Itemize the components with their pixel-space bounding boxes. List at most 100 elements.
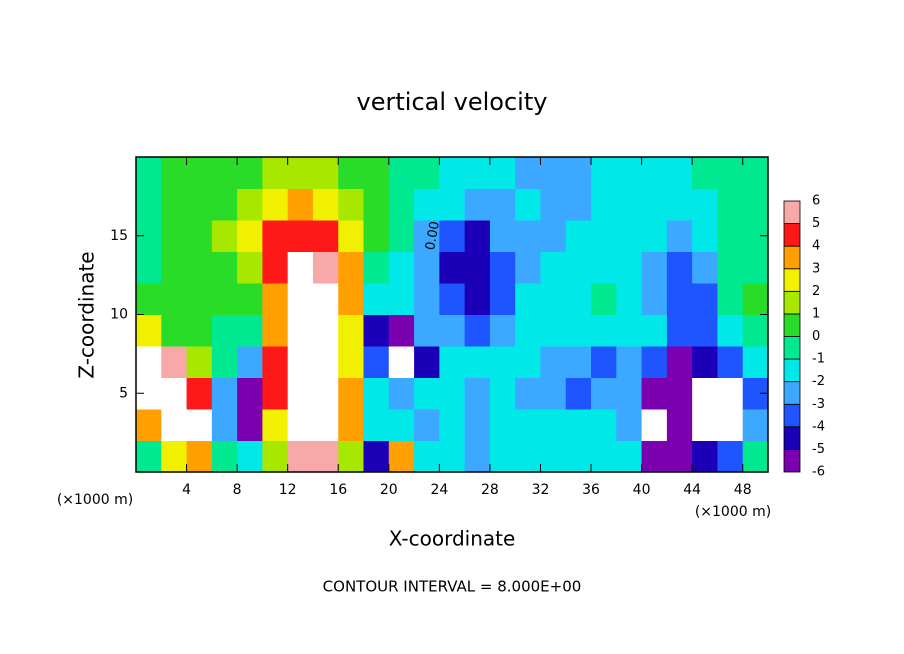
heat-cell	[388, 188, 415, 221]
heat-cell	[616, 409, 643, 441]
heat-cell	[186, 157, 213, 189]
heat-cell	[363, 440, 390, 473]
heat-cell	[211, 314, 238, 347]
heat-cell	[616, 157, 643, 189]
heat-cell	[363, 314, 390, 347]
heat-cell	[591, 440, 617, 473]
heat-cell	[439, 346, 466, 378]
heat-cell	[363, 157, 390, 189]
heat-cell	[515, 157, 541, 189]
heat-cell	[666, 251, 693, 284]
heat-cell	[414, 283, 440, 315]
heat-cell	[338, 283, 365, 315]
heat-cell	[717, 377, 744, 410]
heat-cell	[717, 314, 744, 347]
heat-cell	[186, 346, 213, 378]
heat-cell	[262, 440, 289, 473]
heat-cell	[186, 409, 213, 441]
heat-cell	[742, 283, 769, 315]
heat-cell	[616, 220, 643, 252]
heat-cell	[489, 409, 516, 441]
heat-cell	[464, 157, 491, 189]
heat-cell	[616, 314, 643, 347]
heat-cell	[211, 157, 238, 189]
heat-cell	[262, 220, 289, 252]
heat-cell	[692, 314, 718, 347]
heat-cell	[312, 409, 339, 441]
heat-cell	[464, 346, 491, 378]
heat-cell	[565, 409, 592, 441]
heat-cell	[287, 346, 314, 378]
heat-cell	[540, 346, 567, 378]
heat-cell	[287, 409, 314, 441]
x-tick-label: 32	[532, 482, 550, 498]
heat-cell	[515, 409, 541, 441]
x-tick-label: 24	[430, 482, 448, 498]
heat-cell	[540, 440, 567, 473]
heat-cell	[717, 409, 744, 441]
heat-cell	[211, 440, 238, 473]
colorbar-label: 0	[812, 329, 820, 344]
heat-cell	[363, 251, 390, 284]
heat-cell	[565, 314, 592, 347]
x-tick-label: 16	[329, 482, 347, 498]
heat-cell	[414, 409, 440, 441]
heat-cell	[464, 409, 491, 441]
heat-cell	[338, 220, 365, 252]
colorbar-label: -1	[812, 352, 825, 367]
heat-cell	[388, 377, 415, 410]
heat-cell	[439, 251, 466, 284]
heat-cell	[641, 314, 668, 347]
heat-cell	[237, 251, 263, 284]
heat-cell	[262, 346, 289, 378]
heat-cell	[287, 283, 314, 315]
colorbar-swatch	[783, 313, 801, 337]
colorbar-swatch	[783, 290, 801, 315]
heat-cell	[439, 220, 466, 252]
heat-cell	[464, 440, 491, 473]
heat-cell	[464, 314, 491, 347]
heat-cell	[161, 283, 188, 315]
colorbar-label: 6	[812, 194, 820, 209]
heat-cell	[641, 377, 668, 410]
heat-cell	[717, 346, 744, 378]
heat-cell	[136, 188, 162, 221]
heat-cell	[742, 409, 769, 441]
heat-cell	[363, 188, 390, 221]
footer-note: CONTOUR INTERVAL = 8.000E+00	[323, 578, 582, 596]
heat-cell	[287, 314, 314, 347]
heat-cell	[186, 377, 213, 410]
heat-cell	[666, 377, 693, 410]
heat-cell	[161, 440, 188, 473]
heat-cell	[388, 251, 415, 284]
colorbar-swatch	[783, 245, 801, 270]
heat-cell	[591, 251, 617, 284]
heat-cell	[262, 188, 289, 221]
heat-cell	[161, 314, 188, 347]
heat-cell	[489, 346, 516, 378]
heat-cell	[439, 377, 466, 410]
x-tick-label: 28	[481, 482, 499, 498]
heat-cell	[515, 251, 541, 284]
heat-cell	[287, 251, 314, 284]
heat-cell	[136, 346, 162, 378]
heat-cell	[591, 314, 617, 347]
colorbar-label: -4	[812, 419, 825, 434]
heat-cell	[186, 220, 213, 252]
heat-cell	[591, 346, 617, 378]
heat-cell	[565, 440, 592, 473]
heat-cell	[363, 377, 390, 410]
colorbar-label: -3	[812, 397, 825, 412]
colorbar-label: 4	[812, 239, 820, 254]
heat-cell	[591, 157, 617, 189]
heat-cell	[692, 346, 718, 378]
heat-cell	[262, 377, 289, 410]
heat-cell	[515, 220, 541, 252]
heat-cell	[515, 440, 541, 473]
heat-cell	[717, 188, 744, 221]
heat-cell	[338, 188, 365, 221]
heat-cell	[237, 220, 263, 252]
heat-cell	[211, 346, 238, 378]
heat-cell	[692, 440, 718, 473]
colorbar-swatch	[783, 403, 801, 428]
